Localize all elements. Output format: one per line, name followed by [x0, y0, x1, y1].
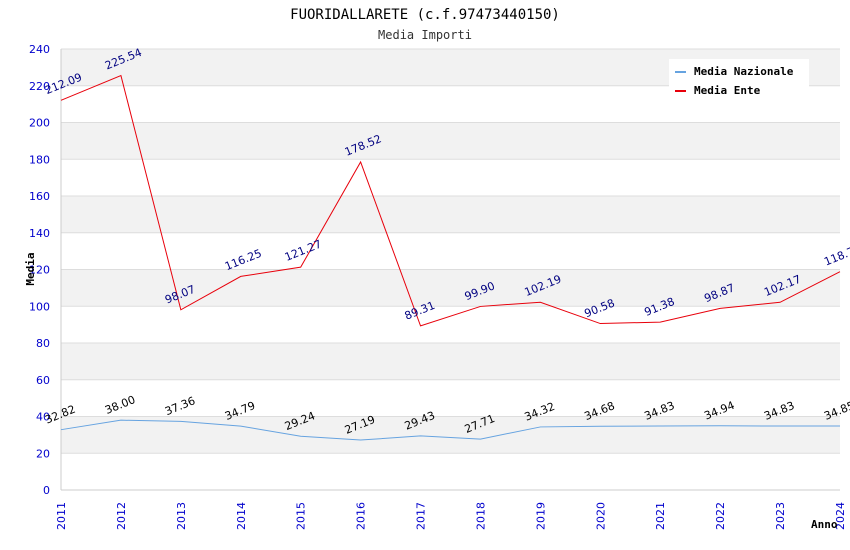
data-label: 121.27 — [283, 237, 324, 263]
axes — [60, 49, 840, 491]
x-tick-label: 2014 — [235, 502, 248, 530]
x-tick-label: 2013 — [175, 502, 188, 530]
y-tick-label: 240 — [29, 43, 50, 56]
data-label: 38.00 — [103, 393, 137, 417]
x-tick-label: 2020 — [594, 502, 607, 530]
y-tick-label: 100 — [29, 300, 50, 313]
series-line-nazionale — [60, 419, 841, 441]
series-line-ente — [60, 74, 841, 327]
series-lines — [60, 74, 841, 441]
x-tick-label: 2011 — [55, 502, 68, 530]
x-tick-label: 2017 — [415, 502, 428, 530]
y-tick-label: 0 — [43, 484, 50, 497]
gridlines — [61, 48, 840, 491]
band — [61, 269, 840, 307]
y-tick-label: 40 — [36, 411, 50, 424]
legend-box — [669, 59, 809, 99]
x-tick-label: 2024 — [834, 502, 847, 530]
band — [61, 196, 840, 233]
chart-title: FUORIDALLARETE (c.f.97473440150) — [290, 7, 560, 23]
x-tick-labels: 2011 2012 2013 2014 2015 2016 2017 2018 2019 2020… — [55, 502, 847, 530]
y-tick-label: 140 — [29, 227, 50, 240]
data-label: 118.79 — [822, 242, 850, 268]
x-tick-label: 2022 — [714, 502, 727, 530]
x-tick-label: 2021 — [654, 502, 667, 530]
x-tick-label: 2015 — [295, 502, 308, 530]
x-tick-label: 2012 — [115, 502, 128, 530]
y-tick-labels: 0 20 40 60 80 100 120 140 160 180 200 220 240 — [29, 43, 50, 497]
band — [61, 343, 840, 380]
y-tick-label: 220 — [29, 80, 50, 93]
y-axis-label: Media — [24, 252, 37, 285]
y-tick-label: 200 — [29, 117, 50, 130]
data-label: 37.36 — [163, 394, 197, 418]
legend-label-ente: Media Ente — [694, 84, 761, 97]
y-tick-label: 180 — [29, 153, 50, 166]
x-axis-label: Anno — [811, 518, 838, 531]
x-tick-label: 2018 — [474, 502, 487, 530]
chart-subtitle: Media Importi — [378, 28, 472, 42]
legend-label-nazionale: Media Nazionale — [694, 65, 794, 78]
band — [61, 416, 840, 454]
y-tick-label: 120 — [29, 264, 50, 277]
background-bands — [61, 49, 840, 454]
band — [61, 122, 840, 160]
x-tick-label: 2019 — [534, 502, 547, 530]
y-tick-label: 160 — [29, 190, 50, 203]
y-tick-label: 60 — [36, 374, 50, 387]
y-tick-label: 80 — [36, 337, 50, 350]
y-tick-label: 20 — [36, 447, 50, 460]
legend: Media Nazionale Media Ente — [669, 59, 809, 99]
x-tick-label: 2016 — [355, 502, 368, 530]
x-tick-label: 2023 — [774, 502, 787, 530]
